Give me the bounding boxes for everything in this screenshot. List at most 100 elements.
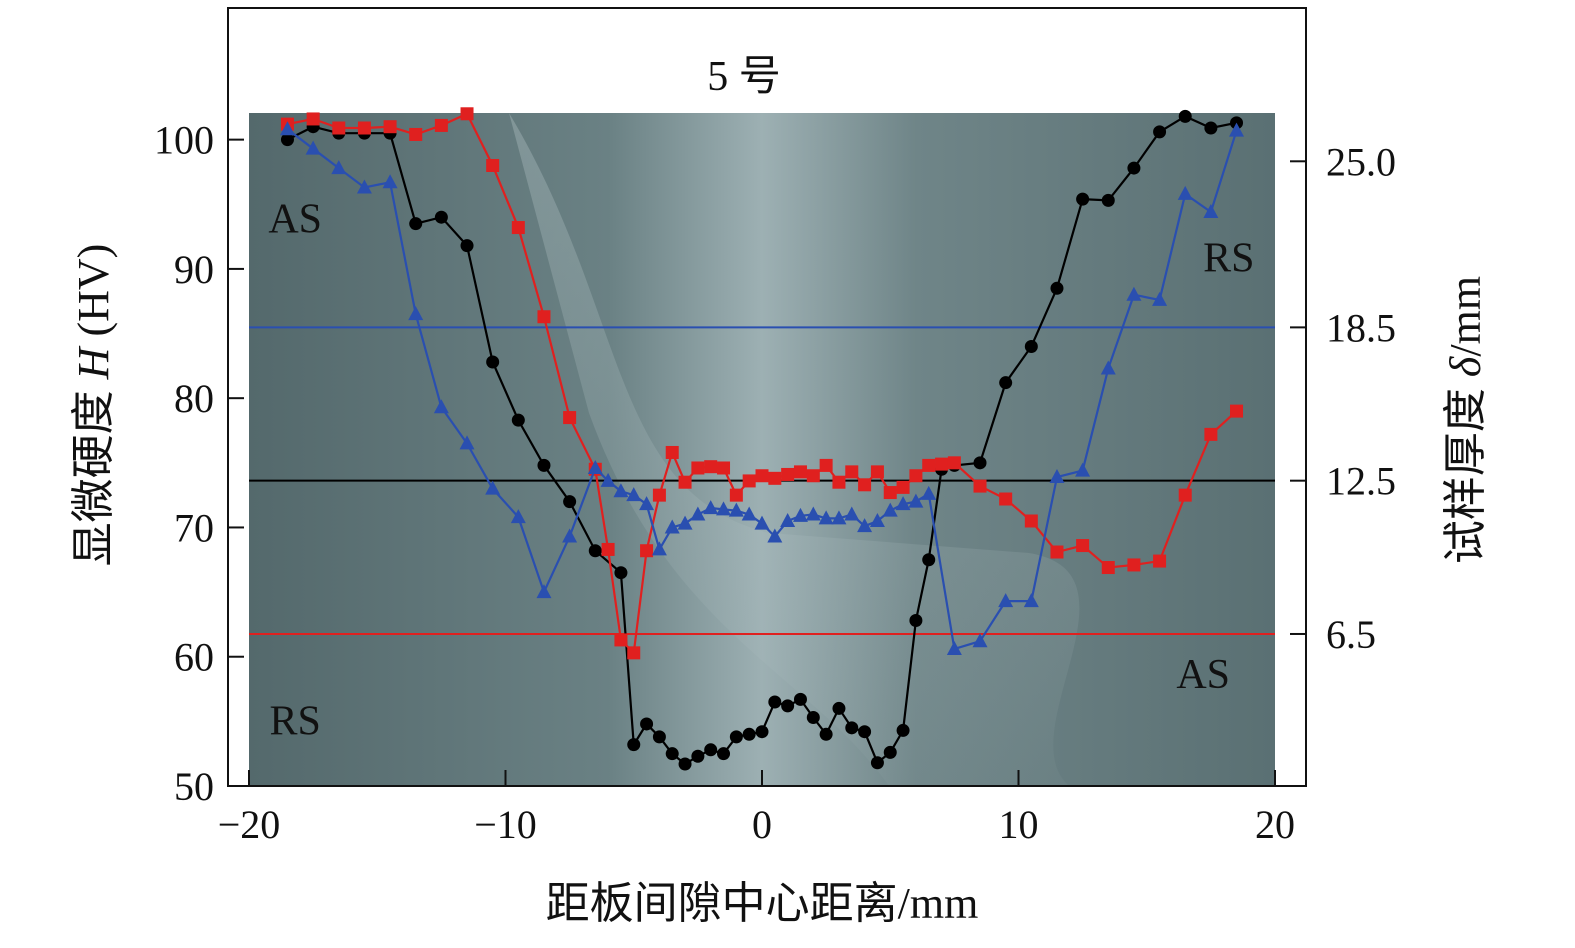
- data-point: [1050, 281, 1064, 295]
- x-tick-label: 0: [752, 802, 772, 847]
- data-point: [1100, 360, 1116, 375]
- data-point: [896, 480, 910, 494]
- data-point: [665, 747, 679, 761]
- data-point: [600, 472, 616, 487]
- data-point: [1024, 339, 1038, 353]
- data-point: [793, 692, 807, 706]
- data-point: [768, 471, 782, 485]
- data-point: [537, 458, 551, 472]
- x-axis-label: 距板间隙中心距离/mm: [546, 879, 979, 928]
- data-point: [1076, 192, 1090, 206]
- data-point: [870, 756, 884, 770]
- data-point: [677, 515, 693, 530]
- data-point: [703, 500, 719, 515]
- data-point: [717, 747, 731, 761]
- data-point: [845, 465, 859, 479]
- x-tick-label: −20: [218, 802, 281, 847]
- y-axis-left: 50 60 70 80 90 100: [154, 118, 244, 809]
- x-tick-label: −10: [474, 802, 537, 847]
- data-point: [587, 459, 603, 474]
- data-point: [717, 461, 731, 475]
- data-point: [1178, 109, 1192, 123]
- data-point: [460, 107, 474, 121]
- data-point: [627, 738, 641, 752]
- annotation-label: RS: [269, 698, 320, 744]
- data-point: [882, 502, 898, 517]
- y2-tick-label: 25.0: [1326, 139, 1396, 184]
- data-point: [1023, 593, 1039, 608]
- data-point: [279, 121, 295, 136]
- data-point: [331, 160, 347, 175]
- series-triangle: [279, 121, 1245, 655]
- chart-title: 5 号: [707, 54, 781, 100]
- y-tick-label: 80: [174, 376, 214, 421]
- data-point: [626, 487, 642, 502]
- data-point: [485, 480, 501, 495]
- data-point: [818, 510, 834, 525]
- data-point: [845, 721, 859, 735]
- data-point: [729, 488, 743, 502]
- x-tick-label: 20: [1255, 802, 1295, 847]
- data-point: [332, 121, 346, 135]
- data-point: [883, 486, 897, 500]
- data-point: [640, 544, 654, 558]
- data-point: [742, 727, 756, 741]
- data-point: [601, 542, 615, 556]
- data-point: [459, 435, 475, 450]
- y-axis-label: 显微硬度 H (HV): [69, 244, 118, 567]
- data-point: [356, 179, 372, 194]
- data-point: [486, 158, 500, 172]
- data-point: [946, 640, 962, 655]
- data-point: [563, 411, 577, 425]
- y-axis-right: 6.5 12.5 18.5 25.0: [1290, 139, 1396, 657]
- data-point: [652, 488, 666, 502]
- y2-axis-label: 试样厚度 δ/mm: [1441, 276, 1490, 564]
- data-point: [614, 566, 628, 580]
- series-circle: [280, 109, 1244, 771]
- data-point: [780, 512, 796, 527]
- annotation-label: AS: [1176, 652, 1230, 698]
- data-point: [768, 695, 782, 709]
- data-point: [806, 469, 820, 483]
- axes: [227, 7, 1307, 787]
- data-point: [613, 483, 629, 498]
- data-point: [819, 727, 833, 741]
- x-tick-label: 10: [999, 802, 1039, 847]
- data-point: [704, 460, 718, 474]
- data-point: [651, 541, 667, 556]
- data-point: [511, 413, 525, 427]
- data-point: [1177, 185, 1193, 200]
- y-tick-label: 70: [174, 505, 214, 550]
- data-point: [678, 757, 692, 771]
- data-point: [690, 506, 706, 521]
- y2-tick-label: 18.5: [1326, 305, 1396, 350]
- data-point: [1101, 561, 1115, 575]
- data-point: [819, 458, 833, 472]
- data-point: [627, 646, 641, 660]
- series-square: [280, 107, 1244, 660]
- data-point: [1204, 121, 1218, 135]
- data-point: [382, 174, 398, 189]
- data-point: [999, 492, 1013, 506]
- data-point: [973, 479, 987, 493]
- data-point: [1101, 193, 1115, 207]
- data-point: [781, 699, 795, 713]
- data-point: [563, 495, 577, 509]
- data-point: [1229, 122, 1245, 137]
- data-point: [832, 701, 846, 715]
- data-point: [922, 553, 936, 567]
- data-point: [1050, 545, 1064, 559]
- y-tick-label: 90: [174, 247, 214, 292]
- data-point: [973, 456, 987, 470]
- data-point: [742, 474, 756, 488]
- data-point: [664, 519, 680, 534]
- data-point: [1204, 427, 1218, 441]
- annotations: AS RS RS AS: [268, 197, 1254, 745]
- data-point: [716, 501, 732, 516]
- data-point: [305, 140, 321, 155]
- data-point: [1178, 488, 1192, 502]
- data-point: [1127, 161, 1141, 175]
- data-point: [409, 127, 423, 141]
- data-point: [895, 496, 911, 511]
- data-point: [691, 749, 705, 763]
